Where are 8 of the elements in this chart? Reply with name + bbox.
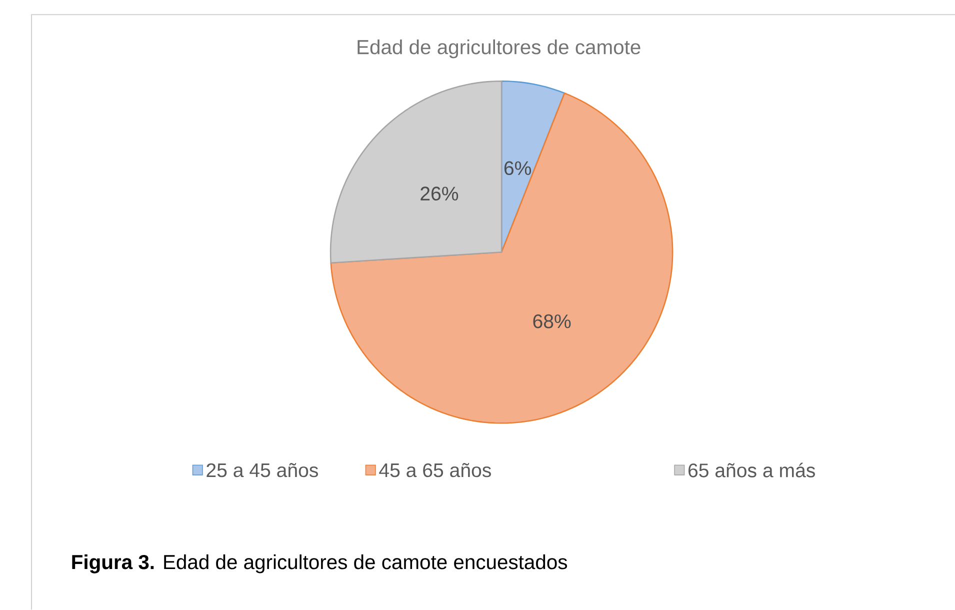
chart-title: Edad de agricultores de camote bbox=[358, 40, 640, 58]
legend-label: 25 a 45 años bbox=[206, 463, 318, 478]
legend-label: 65 años a más bbox=[688, 462, 815, 478]
data-label: 6% bbox=[504, 161, 531, 176]
data-label: 68% bbox=[533, 314, 571, 328]
text: Figura 3. Edad de agricultores de camote encuestados bbox=[72, 554, 568, 574]
data-label: 26% bbox=[420, 186, 458, 201]
legend-label: 45 a 65 años bbox=[379, 463, 491, 478]
